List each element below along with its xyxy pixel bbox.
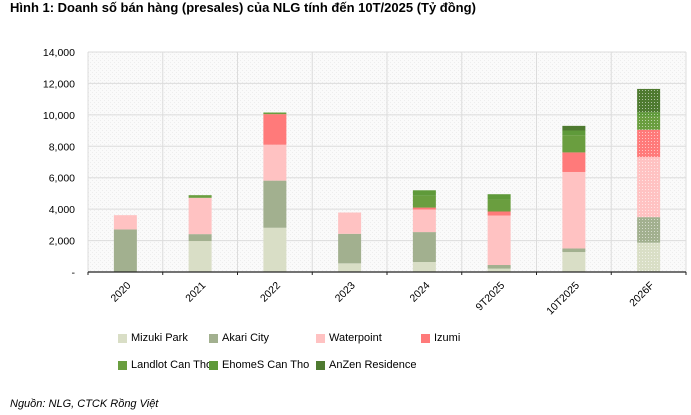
chart-title: Hình 1: Doanh số bán hàng (presales) của… [10, 0, 476, 15]
legend-label: Landlot Can Tho [131, 359, 213, 371]
bar-segment-landlot-can-tho [562, 135, 586, 153]
y-tick-label: 14,000 [43, 47, 75, 59]
y-tick-label: 10,000 [43, 110, 75, 122]
y-tick-label: 12,000 [43, 78, 75, 90]
bar-segment-ehomes-can-tho [487, 194, 511, 200]
bar-segment-izumi [412, 207, 436, 210]
forecast-pattern [637, 156, 661, 218]
bar-segment-waterpoint [487, 215, 511, 266]
bar-segment-akari-city [338, 233, 362, 264]
bar-segment-akari-city [188, 234, 212, 242]
bar-segment-landlot-can-tho [188, 195, 212, 198]
legend-label: Akari City [222, 332, 270, 344]
legend-item: Waterpoint [316, 332, 382, 344]
legend-item: Izumi [421, 332, 460, 344]
bar-segment-waterpoint [338, 212, 362, 234]
bar-segment-mizuki-park [412, 262, 436, 272]
legend-swatch [421, 333, 430, 343]
legend-swatch [316, 333, 325, 343]
legend-swatch [209, 333, 218, 343]
legend-swatch [209, 360, 218, 370]
y-tick-label: 8,000 [49, 141, 75, 153]
bar-segment-izumi [562, 152, 586, 172]
legend-item: Mizuki Park [118, 332, 188, 344]
forecast-pattern [637, 129, 661, 157]
bar-segment-waterpoint [412, 209, 436, 233]
forecast-pattern [637, 242, 661, 272]
y-tick-label: 6,000 [49, 173, 75, 185]
legend-label: Waterpoint [329, 332, 382, 344]
bar-segment-ehomes-can-tho [562, 130, 586, 136]
y-tick-label: 4,000 [49, 204, 75, 216]
y-tick-label: - [72, 267, 76, 279]
bar-segment-waterpoint [263, 144, 287, 181]
x-tick-label: 10T2025 [544, 280, 582, 318]
forecast-pattern [637, 116, 661, 130]
bar-segment-mizuki-park [263, 227, 287, 272]
legend-item: AnZen Residence [316, 359, 416, 371]
bar-segment-landlot-can-tho [487, 199, 511, 212]
x-tick-label: 2026F [627, 280, 657, 310]
bar-segment-akari-city [113, 229, 137, 272]
legend-item: EhomeS Can Tho [209, 359, 309, 371]
bar-segment-waterpoint [113, 215, 137, 230]
x-tick-label: 2021 [183, 280, 208, 305]
forecast-pattern [637, 217, 661, 243]
bar-segment-waterpoint [562, 171, 586, 249]
bar-segment-akari-city [487, 265, 511, 269]
legend-swatch [118, 333, 127, 343]
bar-segment-izumi [263, 114, 287, 145]
x-tick-label: 2020 [108, 280, 133, 305]
x-tick-label: 2024 [407, 280, 432, 305]
legend-swatch [118, 360, 127, 370]
bar-segment-akari-city [263, 180, 287, 228]
legend-item: Akari City [209, 332, 269, 344]
y-tick-label: 2,000 [49, 236, 75, 248]
bar-segment-mizuki-park [487, 268, 511, 272]
bar-segment-landlot-can-tho [263, 112, 287, 115]
forecast-pattern [637, 88, 661, 113]
forecast-pattern [637, 112, 661, 117]
bar-segment-mizuki-park [188, 241, 212, 272]
x-tick-label: 2022 [258, 280, 283, 305]
bar-segment-akari-city [562, 248, 586, 253]
x-tick-label: 2023 [333, 280, 358, 305]
bar-segment-waterpoint [188, 197, 212, 235]
bar-segment-akari-city [412, 232, 436, 263]
x-tick-label: 9T2025 [474, 280, 508, 314]
bar-segment-izumi [487, 211, 511, 216]
legend-label: AnZen Residence [329, 359, 417, 371]
bar-segment-mizuki-park [338, 263, 362, 272]
bar-segment-anzen-residence [562, 125, 586, 131]
legend-label: EhomeS Can Tho [222, 359, 310, 371]
bar-segment-mizuki-park [562, 252, 586, 272]
bar-segment-landlot-can-tho [412, 195, 436, 208]
source-note: Nguồn: NLG, CTCK Rồng Việt [10, 398, 159, 410]
legend-label: Mizuki Park [131, 332, 188, 344]
legend-item: Landlot Can Tho [118, 359, 212, 371]
bar-segment-ehomes-can-tho [412, 190, 436, 196]
legend-swatch [316, 360, 325, 370]
legend-label: Izumi [434, 332, 461, 344]
